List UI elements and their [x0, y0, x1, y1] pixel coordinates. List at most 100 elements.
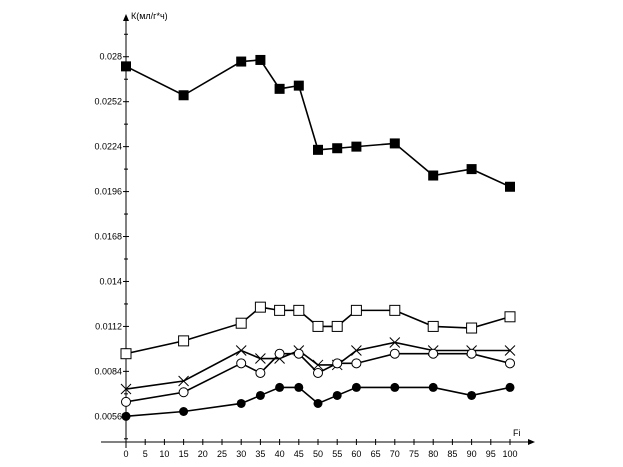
y-tick-label: 0.0196	[94, 187, 122, 197]
data-point-filled-square	[274, 83, 285, 94]
data-point-filled-circle	[351, 382, 361, 392]
data-point-cross	[312, 359, 324, 371]
x-tick-label: 60	[351, 449, 361, 459]
data-point-filled-square	[466, 164, 477, 175]
y-tick-label: 0.0224	[94, 142, 122, 152]
series-line	[125, 341, 510, 390]
cross-stroke	[178, 375, 189, 387]
data-point-open-square	[178, 335, 190, 347]
data-point-open-square	[331, 320, 343, 332]
y-tick-label: 0.014	[99, 276, 122, 286]
cross-stroke	[235, 345, 247, 356]
data-point-filled-circle	[121, 411, 131, 421]
x-tick-label: 50	[313, 449, 323, 459]
x-axis-label: Fi	[513, 428, 521, 438]
series-open-circle	[121, 348, 515, 407]
x-tick-label: 55	[332, 449, 342, 459]
data-point-open-square	[427, 320, 439, 332]
data-point-filled-circle	[179, 407, 189, 416]
cross-stroke	[255, 353, 266, 364]
y-tick-label: 0.0168	[94, 232, 122, 242]
data-point-filled-square	[121, 61, 131, 72]
cross-stroke	[389, 337, 401, 348]
data-point-filled-circle	[236, 398, 246, 408]
x-tick-label: 85	[447, 449, 457, 459]
data-point-filled-circle	[255, 390, 265, 400]
y-tick-label: 0.0084	[94, 366, 122, 376]
data-point-filled-circle	[428, 382, 438, 392]
data-point-open-circle	[121, 396, 131, 407]
data-point-filled-square	[505, 181, 515, 192]
cross-stroke	[504, 345, 516, 356]
data-point-open-circle	[351, 358, 362, 369]
data-point-open-square	[350, 304, 362, 316]
data-point-filled-circle	[467, 390, 477, 400]
x-tick-label: 5	[143, 449, 148, 459]
x-tick-label: 65	[371, 449, 381, 459]
data-point-open-circle	[293, 348, 304, 359]
data-point-filled-square	[255, 54, 266, 65]
series-line	[125, 59, 511, 188]
cross-stroke	[351, 345, 362, 356]
data-point-filled-square	[313, 144, 323, 155]
x-tick-label: 15	[179, 449, 189, 459]
x-tick-label: 30	[236, 449, 246, 459]
y-axis-arrow	[123, 14, 129, 21]
series-open-square	[120, 301, 516, 360]
x-tick-label: 100	[502, 449, 517, 459]
data-point-open-square	[254, 301, 266, 313]
x-tick-label: 70	[390, 449, 400, 459]
data-point-open-circle	[178, 387, 189, 398]
axes: 0.0056 0.0084 0.0112 0.014 0.0168 0.0196 0.022…	[94, 14, 535, 459]
data-point-cross	[389, 337, 401, 348]
data-point-filled-circle	[275, 382, 285, 392]
x-tick-label: 80	[428, 449, 438, 459]
data-point-filled-square	[332, 143, 343, 154]
data-point-cross	[120, 383, 132, 395]
x-tick-label: 75	[409, 449, 419, 459]
data-point-open-square	[274, 304, 286, 316]
data-point-filled-square	[428, 170, 439, 181]
cross-stroke	[120, 383, 132, 395]
data-point-open-square	[235, 317, 247, 329]
data-point-filled-square	[351, 141, 362, 152]
x-tick-label: 95	[486, 449, 496, 459]
data-point-open-circle	[332, 358, 343, 369]
data-point-cross	[235, 345, 247, 356]
data-point-open-square	[389, 304, 401, 316]
data-point-open-square	[504, 311, 516, 323]
data-point-cross	[351, 345, 362, 356]
x-tick-label: 25	[217, 449, 227, 459]
x-tick-label: 0	[123, 449, 128, 459]
series-filled-circle	[121, 382, 515, 421]
data-point-filled-square	[389, 138, 400, 149]
data-point-filled-square	[236, 56, 247, 67]
series-group	[120, 54, 516, 421]
data-point-open-circle	[313, 367, 323, 378]
y-tick-label: 0.0056	[94, 411, 122, 421]
data-point-open-square	[466, 322, 478, 334]
data-point-cross	[255, 353, 266, 364]
data-point-filled-circle	[294, 382, 304, 392]
data-point-cross	[178, 375, 189, 387]
data-point-filled-square	[178, 90, 189, 101]
data-point-open-square	[120, 348, 132, 360]
x-tick-label: 10	[159, 449, 169, 459]
data-point-cross	[504, 345, 516, 356]
y-tick-label: 0.0252	[94, 97, 122, 107]
y-axis-label: К(мл/г*ч)	[131, 11, 168, 21]
data-point-open-circle	[236, 358, 247, 369]
y-tick-label: 0.0112	[95, 321, 122, 331]
data-point-open-circle	[466, 348, 477, 359]
data-point-open-circle	[274, 348, 285, 359]
data-point-open-square	[293, 304, 305, 316]
data-point-filled-circle	[505, 382, 515, 392]
y-tick-label: 0.028	[99, 52, 122, 62]
data-point-open-circle	[505, 358, 515, 369]
data-point-filled-circle	[390, 382, 400, 392]
cross-stroke	[312, 359, 324, 371]
data-point-open-circle	[389, 348, 400, 359]
series-filled-square	[121, 54, 515, 192]
x-tick-label: 45	[294, 449, 304, 459]
